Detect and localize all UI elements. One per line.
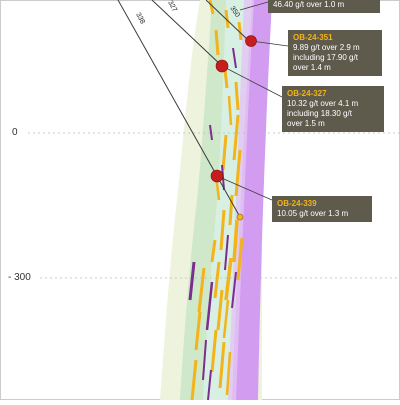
callout-ob-24-351-line-1: 9.89 g/t over 2.9 m xyxy=(293,43,360,52)
leader-lines xyxy=(216,1,289,201)
callout-top: 46.40 g/t over 1.0 m xyxy=(268,0,380,13)
callout-ob-24-339-hole: OB-24-339 xyxy=(277,199,317,208)
elevation-label-minus300: - 300 xyxy=(8,272,31,283)
elevation-label-0: 0 xyxy=(12,127,18,138)
drill-trace-327 xyxy=(151,0,223,67)
callout-ob-24-327: OB-24-327 10.32 g/t over 4.1 m including… xyxy=(282,86,384,132)
purple-lithology-band xyxy=(232,0,272,400)
callout-ob-24-351: OB-24-351 9.89 g/t over 2.9 m including … xyxy=(288,30,382,76)
collar-label-327: 327 xyxy=(166,0,178,13)
intercept-marker-327 xyxy=(215,59,229,73)
vein-traces xyxy=(188,0,244,401)
callout-ob-24-351-line-2: including 17.90 g/t xyxy=(293,53,358,62)
callout-ob-24-351-line-3: over 1.4 m xyxy=(293,63,331,72)
callout-ob-24-327-line-1: 10.32 g/t over 4.1 m xyxy=(287,99,359,108)
callout-ob-24-327-line-2: including 18.30 g/t xyxy=(287,109,352,118)
intercept-marker-351 xyxy=(245,35,257,47)
callout-top-line-1: 46.40 g/t over 1.0 m xyxy=(273,0,345,9)
callout-ob-24-339-line-1: 10.05 g/t over 1.3 m xyxy=(277,209,349,218)
collar-label-338: 338 xyxy=(134,12,146,26)
intercept-marker-small xyxy=(236,213,244,221)
callout-ob-24-351-hole: OB-24-351 xyxy=(293,33,333,42)
callout-ob-24-327-line-3: over 1.5 m xyxy=(287,119,325,128)
purple-band-edge xyxy=(228,0,254,400)
drill-trace-350 xyxy=(205,0,249,41)
intercept-marker-339 xyxy=(210,169,224,183)
callout-ob-24-327-hole: OB-24-327 xyxy=(287,89,327,98)
callout-ob-24-339: OB-24-339 10.05 g/t over 1.3 m xyxy=(272,196,372,222)
